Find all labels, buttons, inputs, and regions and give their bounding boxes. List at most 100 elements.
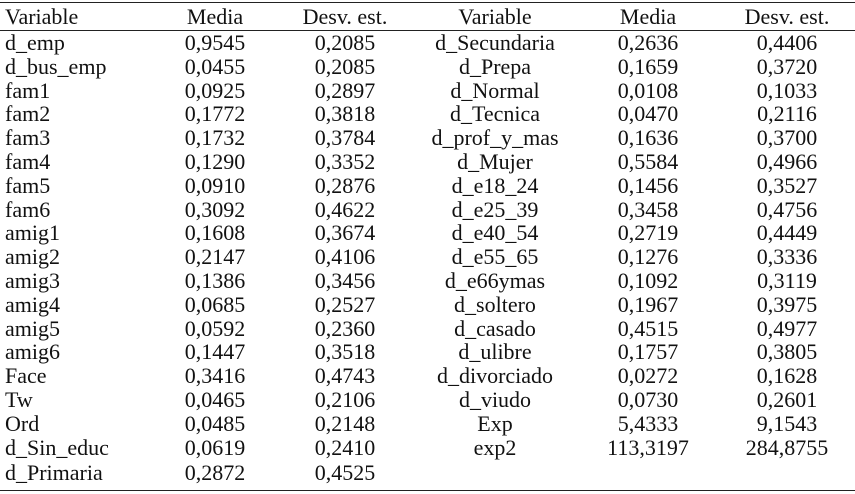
top-rule (0, 2, 855, 3)
value-cell: 0,0108 (617, 77, 679, 103)
header-cell: Variable (5, 4, 79, 29)
value-cell: 0,1967 (617, 291, 679, 317)
value-cell: 0,3352 (314, 149, 376, 174)
variable-cell: d_prof_y_mas (431, 125, 559, 151)
value-cell: 0,3720 (756, 53, 818, 79)
variable-cell: d_e25_39 (451, 196, 539, 222)
variable-cell: d_Mujer (457, 149, 533, 174)
variable-cell: fam4 (5, 149, 51, 174)
value-cell: 0,3119 (757, 268, 817, 293)
variable-cell: fam1 (5, 77, 51, 103)
variable-cell: d_e40_54 (451, 220, 539, 246)
value-cell: 0,3784 (314, 125, 376, 151)
value-cell: 0,2872 (184, 460, 246, 486)
value-cell: 0,2527 (314, 291, 376, 317)
value-cell: 0,2085 (314, 53, 376, 79)
value-cell: 113,3197 (607, 434, 689, 460)
value-cell: 0,3456 (314, 268, 376, 293)
value-cell: 0,0619 (184, 434, 246, 460)
value-cell: 0,9545 (184, 30, 246, 55)
value-cell: 0,0485 (184, 410, 246, 436)
value-cell: 0,3805 (756, 339, 818, 365)
variable-cell: d_Sin_educ (5, 434, 109, 460)
variable-cell: d_e18_24 (451, 172, 539, 198)
value-cell: 0,3527 (756, 172, 818, 198)
value-cell: 0,2897 (314, 77, 376, 103)
variable-cell: amig5 (5, 315, 60, 341)
value-cell: 0,0455 (184, 53, 246, 79)
value-cell: 0,0925 (184, 77, 246, 103)
variable-cell: Tw (5, 387, 33, 412)
value-cell: 0,1732 (184, 125, 246, 151)
variable-cell: d_casado (454, 315, 536, 341)
value-cell: 0,0470 (617, 101, 679, 127)
value-cell: 0,1290 (184, 149, 246, 174)
value-cell: 0,4106 (314, 244, 376, 270)
variable-cell: exp2 (473, 434, 517, 460)
header-cell: Variable (458, 4, 532, 29)
value-cell: 0,5584 (617, 149, 679, 174)
value-cell: 0,4977 (756, 315, 818, 341)
value-cell: 0,0685 (184, 291, 246, 317)
variable-cell: fam5 (5, 172, 51, 198)
value-cell: 0,4525 (314, 460, 376, 486)
value-cell: 0,3700 (756, 125, 818, 151)
value-cell: 0,1608 (184, 220, 246, 246)
value-cell: 0,1757 (617, 339, 679, 365)
value-cell: 0,0465 (184, 387, 246, 412)
value-cell: 0,4406 (756, 30, 818, 55)
value-cell: 0,1276 (617, 244, 679, 270)
variable-cell: d_Secundaria (435, 30, 555, 55)
value-cell: 0,3416 (184, 363, 246, 389)
value-cell: 0,0592 (184, 315, 246, 341)
variable-cell: d_ulibre (458, 339, 532, 365)
value-cell: 0,2116 (757, 101, 817, 127)
variable-cell: d_bus_emp (5, 53, 107, 79)
value-cell: 0,3336 (756, 244, 818, 270)
value-cell: 0,4515 (617, 315, 679, 341)
variable-cell: Exp (477, 410, 513, 436)
header-cell: Desv. est. (302, 4, 388, 29)
value-cell: 0,2360 (314, 315, 376, 341)
value-cell: 0,1636 (617, 125, 679, 151)
value-cell: 0,2410 (314, 434, 376, 460)
value-cell: 0,3518 (314, 339, 376, 365)
value-cell: 0,0910 (184, 172, 246, 198)
variable-cell: Ord (5, 410, 40, 436)
value-cell: 0,1447 (184, 339, 246, 365)
variable-cell: fam2 (5, 101, 51, 127)
value-cell: 0,3674 (314, 220, 376, 246)
value-cell: 284,8755 (745, 434, 829, 460)
header-cell: Media (186, 4, 244, 29)
value-cell: 0,4966 (756, 149, 818, 174)
value-cell: 0,2719 (617, 220, 679, 246)
value-cell: 0,2147 (184, 244, 246, 270)
variable-cell: d_soltero (454, 291, 536, 317)
value-cell: 0,4756 (756, 196, 818, 222)
value-cell: 9,1543 (756, 410, 818, 436)
value-cell: 0,4622 (314, 196, 376, 222)
value-cell: 0,2085 (314, 30, 376, 55)
variable-cell: d_Normal (450, 77, 540, 103)
value-cell: 0,4449 (756, 220, 818, 246)
value-cell: 0,1772 (184, 101, 246, 127)
value-cell: 0,2148 (314, 410, 376, 436)
value-cell: 0,1033 (756, 77, 818, 103)
value-cell: 0,1092 (617, 268, 679, 293)
value-cell: 5,4333 (617, 410, 679, 436)
value-cell: 0,3092 (184, 196, 246, 222)
variable-cell: fam6 (5, 196, 51, 222)
variable-cell: amig6 (5, 339, 60, 365)
header-cell: Desv. est. (744, 4, 830, 29)
variable-cell: fam3 (5, 125, 51, 151)
value-cell: 0,1456 (617, 172, 679, 198)
value-cell: 0,2636 (617, 30, 679, 55)
value-cell: 0,3458 (617, 196, 679, 222)
value-cell: 0,2601 (756, 387, 818, 412)
header-rule (0, 30, 855, 31)
variable-cell: amig3 (5, 268, 60, 293)
value-cell: 0,1386 (184, 268, 246, 293)
value-cell: 0,2106 (314, 387, 376, 412)
variable-cell: d_emp (5, 30, 65, 55)
